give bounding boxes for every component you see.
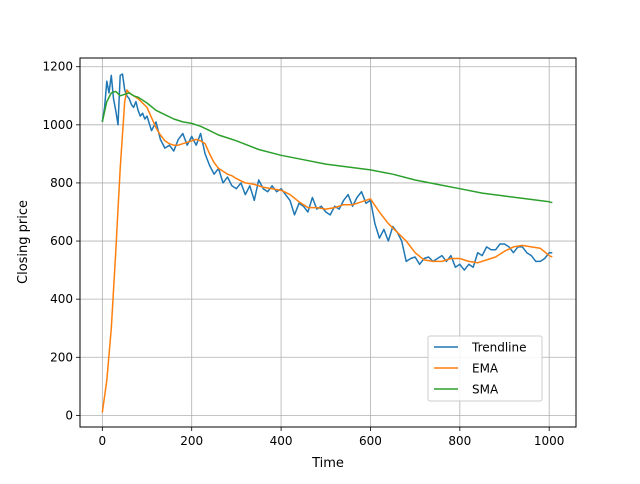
x-tick-label: 1000 bbox=[534, 434, 565, 448]
plot-area-frame bbox=[79, 57, 577, 428]
y-tick-label: 0 bbox=[65, 408, 73, 422]
x-tick-label: 600 bbox=[359, 434, 382, 448]
y-axis-ticks: 0 200 400 600 800 1000 1200 bbox=[42, 60, 80, 422]
y-tick-label: 600 bbox=[50, 234, 73, 248]
y-tick-label: 1000 bbox=[42, 118, 73, 132]
x-axis-ticks: 0 200 400 600 800 1000 bbox=[99, 427, 565, 448]
x-tick-label: 0 bbox=[99, 434, 107, 448]
y-tick-label: 800 bbox=[50, 176, 73, 190]
legend-label-trendline: Trendline bbox=[471, 341, 527, 355]
series-lines bbox=[101, 73, 553, 413]
legend-box bbox=[427, 335, 543, 402]
x-tick-label: 200 bbox=[180, 434, 203, 448]
y-tick-label: 200 bbox=[50, 350, 73, 364]
y-tick-label: 1200 bbox=[42, 60, 73, 74]
y-axis-label: Closing price bbox=[16, 200, 31, 284]
x-axis-label: Time bbox=[311, 456, 344, 471]
series-line-ema bbox=[101, 89, 553, 413]
legend-label-sma: SMA bbox=[472, 383, 499, 397]
grid bbox=[80, 58, 576, 427]
x-tick-label: 800 bbox=[448, 434, 471, 448]
series-line-trendline bbox=[101, 73, 553, 271]
series-line-sma bbox=[101, 90, 553, 204]
x-tick-label: 400 bbox=[270, 434, 293, 448]
legend-label-ema: EMA bbox=[472, 362, 499, 376]
legend: Trendline EMA SMA bbox=[427, 335, 543, 402]
y-tick-label: 400 bbox=[50, 292, 73, 306]
